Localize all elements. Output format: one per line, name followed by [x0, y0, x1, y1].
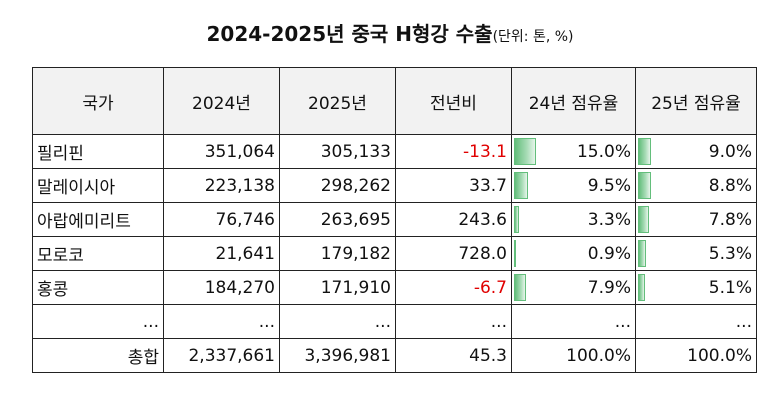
share25-cell: 9.0% — [635, 134, 757, 169]
share25-value: 7.8% — [708, 209, 752, 230]
yoy-cell: 728.0 — [395, 236, 512, 271]
yoy-cell: -13.1 — [395, 134, 512, 169]
country-cell: 말레이시아 — [32, 168, 164, 203]
share25-cell: 7.8% — [635, 202, 757, 237]
share25-databar — [638, 206, 649, 233]
share24-databar — [514, 274, 526, 301]
title-unit: (단위: 톤, %) — [492, 29, 574, 45]
share24-cell: 7.9% — [511, 270, 636, 305]
share25-cell: 5.3% — [635, 236, 757, 271]
share25-value: 5.3% — [708, 243, 752, 264]
share24-cell: 0.9% — [511, 236, 636, 271]
share24-value: 0.9% — [587, 243, 631, 264]
value-2024-cell: 184,270 — [163, 270, 280, 305]
share24-cell: 3.3% — [511, 202, 636, 237]
country-cell: 필리핀 — [32, 134, 164, 169]
value-2024-cell: 21,641 — [163, 236, 280, 271]
title-main: 2024-2025년 중국 H형강 수출 — [206, 22, 493, 46]
share24-value: 9.5% — [587, 175, 631, 196]
ellipsis-cell: ... — [163, 304, 280, 339]
share24-databar — [514, 206, 519, 233]
header-yoy: 전년비 — [395, 67, 512, 135]
header-2025: 2025년 — [279, 67, 396, 135]
share24-databar — [514, 240, 516, 267]
total-share25: 100.0% — [635, 338, 757, 373]
value-2025-cell: 263,695 — [279, 202, 396, 237]
share25-databar — [638, 240, 646, 267]
share25-value: 5.1% — [708, 277, 752, 298]
country-cell: 아랍에미리트 — [32, 202, 164, 237]
share25-databar — [638, 274, 645, 301]
share24-value: 7.9% — [587, 277, 631, 298]
value-2025-cell: 171,910 — [279, 270, 396, 305]
table-title: 2024-2025년 중국 H형강 수출(단위: 톤, %) — [0, 18, 780, 47]
share25-databar — [638, 172, 651, 199]
table-row: 말레이시아 223,138 298,262 33.7 9.5% 8.8% — [32, 168, 757, 203]
ellipsis-cell: ... — [279, 304, 396, 339]
total-share24: 100.0% — [511, 338, 636, 373]
share25-value: 9.0% — [708, 141, 752, 162]
ellipsis-cell: ... — [511, 304, 636, 339]
share24-cell: 9.5% — [511, 168, 636, 203]
header-share24: 24년 점유율 — [511, 67, 636, 135]
yoy-cell: 33.7 — [395, 168, 512, 203]
header-row: 국가 2024년 2025년 전년비 24년 점유율 25년 점유율 — [32, 67, 757, 135]
value-2024-cell: 223,138 — [163, 168, 280, 203]
ellipsis-row: ... ... ... ... ... ... — [32, 304, 757, 339]
table-row: 홍콩 184,270 171,910 -6.7 7.9% 5.1% — [32, 270, 757, 305]
header-2024: 2024년 — [163, 67, 280, 135]
ellipsis-cell: ... — [395, 304, 512, 339]
total-row: 총합 2,337,661 3,396,981 45.3 100.0% 100.0… — [32, 338, 757, 373]
share25-value: 8.8% — [708, 175, 752, 196]
table-row: 모로코 21,641 179,182 728.0 0.9% 5.3% — [32, 236, 757, 271]
value-2024-cell: 76,746 — [163, 202, 280, 237]
header-country: 국가 — [32, 67, 164, 135]
country-cell: 모로코 — [32, 236, 164, 271]
total-label: 총합 — [32, 338, 164, 373]
value-2025-cell: 298,262 — [279, 168, 396, 203]
header-share25: 25년 점유율 — [635, 67, 757, 135]
share25-cell: 5.1% — [635, 270, 757, 305]
total-2024: 2,337,661 — [163, 338, 280, 373]
value-2025-cell: 179,182 — [279, 236, 396, 271]
share24-value: 15.0% — [576, 141, 631, 162]
country-cell: 홍콩 — [32, 270, 164, 305]
ellipsis-cell: ... — [635, 304, 757, 339]
share25-cell: 8.8% — [635, 168, 757, 203]
share24-cell: 15.0% — [511, 134, 636, 169]
share24-databar — [514, 172, 528, 199]
yoy-cell: 243.6 — [395, 202, 512, 237]
share24-databar — [514, 138, 536, 165]
share24-value: 3.3% — [587, 209, 631, 230]
share25-databar — [638, 138, 651, 165]
total-2025: 3,396,981 — [279, 338, 396, 373]
value-2025-cell: 305,133 — [279, 134, 396, 169]
export-table: 국가 2024년 2025년 전년비 24년 점유율 25년 점유율 필리핀 3… — [32, 67, 757, 373]
table-row: 아랍에미리트 76,746 263,695 243.6 3.3% 7.8% — [32, 202, 757, 237]
ellipsis-cell: ... — [32, 304, 164, 339]
value-2024-cell: 351,064 — [163, 134, 280, 169]
table-row: 필리핀 351,064 305,133 -13.1 15.0% 9.0% — [32, 134, 757, 169]
total-yoy: 45.3 — [395, 338, 512, 373]
yoy-cell: -6.7 — [395, 270, 512, 305]
